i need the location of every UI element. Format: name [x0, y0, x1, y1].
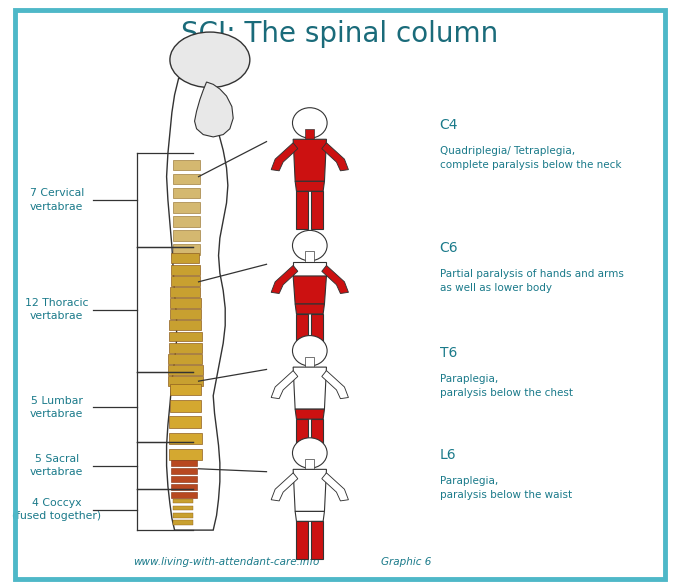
Bar	[171, 265, 200, 275]
Bar	[169, 343, 202, 353]
Text: SCI: The spinal column: SCI: The spinal column	[181, 19, 498, 48]
Bar	[171, 484, 196, 490]
Bar	[168, 354, 202, 364]
Polygon shape	[296, 191, 308, 230]
Polygon shape	[311, 521, 323, 559]
Polygon shape	[293, 262, 327, 276]
Polygon shape	[167, 79, 228, 530]
Circle shape	[292, 108, 327, 138]
Text: 4 Coccyx
(fused together): 4 Coccyx (fused together)	[12, 498, 101, 521]
Polygon shape	[271, 473, 298, 501]
Polygon shape	[296, 419, 308, 457]
Bar	[171, 276, 200, 286]
Circle shape	[292, 231, 327, 261]
Polygon shape	[271, 265, 298, 294]
Bar	[173, 174, 200, 184]
Text: C4: C4	[439, 118, 458, 132]
Circle shape	[292, 336, 327, 366]
Bar	[169, 332, 202, 342]
Polygon shape	[311, 419, 323, 457]
Bar	[305, 251, 315, 262]
Polygon shape	[293, 367, 327, 409]
Bar	[173, 244, 200, 255]
Text: T6: T6	[439, 346, 457, 360]
Bar	[171, 460, 196, 466]
Polygon shape	[293, 470, 327, 511]
Polygon shape	[311, 191, 323, 230]
Polygon shape	[295, 409, 325, 419]
Polygon shape	[271, 143, 298, 171]
Bar	[169, 448, 202, 460]
Bar	[173, 216, 200, 227]
Polygon shape	[322, 473, 348, 501]
Bar	[171, 476, 196, 482]
Text: Paraplegia,
paralysis below the chest: Paraplegia, paralysis below the chest	[439, 374, 572, 398]
Text: Quadriplegia/ Tetraplegia,
complete paralysis below the neck: Quadriplegia/ Tetraplegia, complete para…	[439, 146, 621, 170]
Polygon shape	[322, 143, 348, 171]
Text: 12 Thoracic
vertabrae: 12 Thoracic vertabrae	[25, 298, 88, 321]
Bar	[169, 417, 201, 427]
Polygon shape	[271, 370, 298, 399]
Polygon shape	[293, 139, 327, 181]
Polygon shape	[296, 314, 308, 352]
Circle shape	[292, 438, 327, 468]
Polygon shape	[295, 304, 325, 314]
Bar	[305, 129, 315, 139]
Text: L6: L6	[439, 448, 456, 463]
Text: Graphic 6: Graphic 6	[381, 557, 431, 567]
Bar	[173, 513, 192, 518]
Bar	[173, 202, 200, 212]
Bar	[170, 298, 200, 308]
Polygon shape	[295, 511, 325, 521]
Bar	[170, 384, 200, 396]
Text: Paraplegia,
paralysis below the waist: Paraplegia, paralysis below the waist	[439, 477, 572, 500]
Bar	[305, 459, 315, 470]
Bar	[173, 230, 200, 241]
Bar	[171, 254, 199, 264]
Bar	[169, 309, 201, 319]
Bar	[305, 356, 315, 367]
Ellipse shape	[170, 32, 250, 87]
Polygon shape	[322, 265, 348, 294]
Text: www.living-with-attendant-care.info: www.living-with-attendant-care.info	[134, 557, 320, 567]
Bar	[171, 492, 196, 498]
Polygon shape	[311, 314, 323, 352]
Polygon shape	[295, 181, 325, 191]
Text: 5 Sacral
vertabrae: 5 Sacral vertabrae	[30, 454, 84, 477]
Bar	[173, 498, 192, 503]
Bar	[173, 506, 192, 511]
Text: C6: C6	[439, 241, 458, 255]
Bar	[173, 520, 192, 525]
Text: 7 Cervical
vertabrae: 7 Cervical vertabrae	[30, 188, 84, 212]
Bar	[169, 321, 201, 330]
Bar	[167, 376, 203, 386]
Polygon shape	[322, 370, 348, 399]
Polygon shape	[293, 276, 327, 304]
Text: 5 Lumbar
vertabrae: 5 Lumbar vertabrae	[30, 396, 84, 419]
Bar	[173, 160, 200, 170]
Bar	[169, 433, 202, 444]
Bar	[169, 400, 201, 411]
Bar	[171, 468, 196, 474]
Text: Partial paralysis of hands and arms
as well as lower body: Partial paralysis of hands and arms as w…	[439, 269, 624, 293]
Bar	[173, 188, 200, 198]
Bar	[168, 365, 202, 375]
Bar	[170, 287, 200, 297]
Polygon shape	[296, 521, 308, 559]
Polygon shape	[194, 82, 233, 137]
